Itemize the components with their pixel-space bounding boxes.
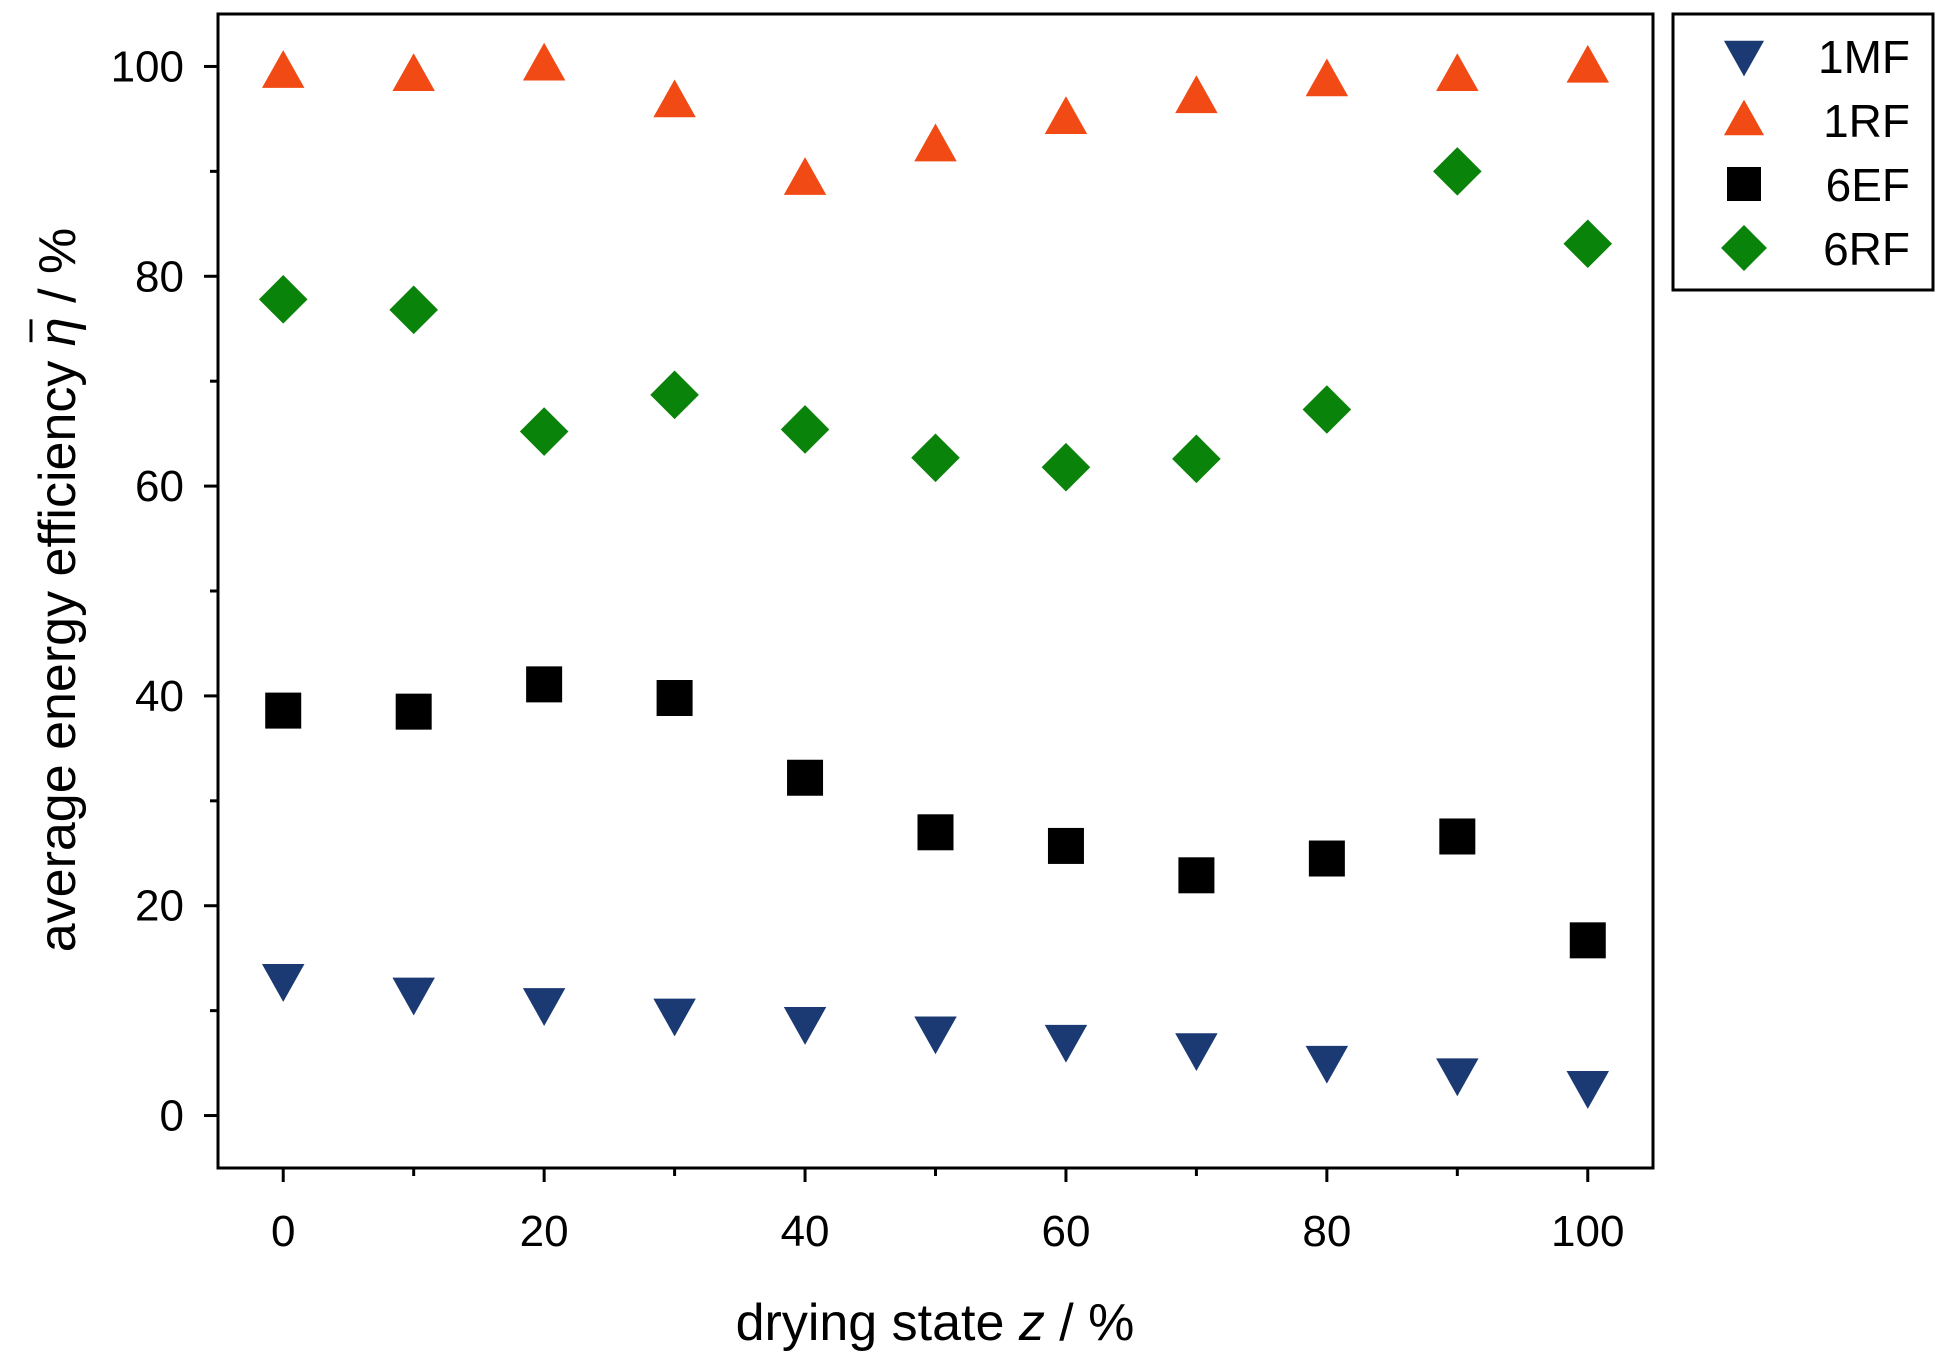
x-axis-title-prefix: drying state: [736, 1294, 1019, 1352]
data-point-1MF: [783, 1007, 827, 1045]
data-point-6RF: [1433, 147, 1482, 196]
y-tick-label: 80: [135, 252, 184, 301]
data-point-1RF: [653, 79, 696, 118]
data-point-6EF: [1569, 922, 1606, 959]
data-markers: [258, 42, 1613, 1109]
data-point-1RF: [261, 50, 305, 88]
data-point-6RF: [650, 370, 699, 420]
legend-marker-6EF: [1727, 167, 1761, 201]
data-point-6EF: [917, 814, 954, 851]
y-axis-title-group: average energy efficiency η / %: [29, 228, 87, 953]
legend-label-1RF: 1RF: [1823, 95, 1910, 147]
x-axis-title-variable: z: [1018, 1294, 1045, 1352]
y-axis-title-variable: η: [29, 317, 87, 346]
x-axis-ticks: 0 20 40 60 80 100: [271, 1168, 1624, 1256]
y-tick-label: 60: [135, 462, 184, 511]
data-point-6RF: [911, 433, 960, 483]
data-point-1MF: [1566, 1071, 1610, 1109]
data-point-1MF: [261, 964, 305, 1002]
data-point-6RF: [258, 275, 308, 324]
data-point-6RF: [1172, 434, 1221, 484]
data-point-6RF: [389, 285, 438, 335]
data-point-6EF: [1439, 818, 1476, 855]
data-point-6EF: [656, 680, 693, 717]
data-point-6EF: [395, 693, 432, 730]
data-point-6RF: [1302, 385, 1352, 434]
legend-label-1MF: 1MF: [1818, 31, 1910, 83]
data-point-1MF: [1436, 1058, 1479, 1097]
data-point-1RF: [1175, 75, 1218, 114]
x-tick-label: 20: [520, 1207, 569, 1256]
legend-marker-1MF: [1723, 40, 1765, 77]
legend-marker-1RF: [1723, 99, 1765, 136]
legend-label-6RF: 6RF: [1823, 223, 1910, 275]
legend-items: 1MF 1RF 6EF 6RF: [1721, 31, 1910, 275]
series-1MF: [261, 964, 1610, 1109]
y-tick-label: 20: [135, 882, 184, 931]
x-axis-title: drying state z / %: [736, 1294, 1135, 1352]
data-point-6RF: [519, 407, 569, 456]
y-axis-title-unit: / %: [29, 228, 87, 318]
legend-frame: [1671, 12, 1935, 292]
data-point-1RF: [914, 123, 957, 162]
data-point-6RF: [780, 405, 830, 454]
data-point-1RF: [1044, 96, 1088, 135]
data-point-1RF: [783, 157, 827, 195]
data-point-1MF: [1044, 1024, 1088, 1063]
legend: 1MF 1RF 6EF 6RF: [1671, 12, 1935, 292]
data-point-1MF: [914, 1016, 957, 1055]
data-point-1RF: [392, 53, 435, 92]
legend-item-6RF: 6RF: [1721, 223, 1910, 275]
data-point-6EF: [265, 692, 302, 729]
legend-item-1MF: 1MF: [1723, 31, 1910, 83]
data-point-6RF: [1563, 219, 1613, 269]
y-axis-title-prefix: average energy efficiency: [29, 346, 87, 952]
data-point-6EF: [526, 666, 563, 703]
data-point-6EF: [1047, 827, 1084, 864]
data-point-1MF: [653, 998, 696, 1037]
series-6EF: [265, 666, 1606, 959]
data-point-1RF: [522, 42, 566, 81]
x-tick-label: 60: [1041, 1207, 1090, 1256]
y-tick-label: 40: [135, 672, 184, 721]
x-tick-label: 80: [1302, 1207, 1351, 1256]
data-point-6EF: [1178, 857, 1215, 894]
data-point-1RF: [1566, 44, 1610, 83]
legend-item-1RF: 1RF: [1723, 95, 1910, 147]
data-point-1RF: [1305, 58, 1349, 97]
data-point-1MF: [522, 988, 566, 1026]
data-point-1RF: [1436, 53, 1479, 92]
y-tick-label: 0: [160, 1092, 184, 1141]
data-point-6EF: [787, 759, 824, 796]
data-point-1MF: [1175, 1033, 1218, 1072]
legend-item-6EF: 6EF: [1727, 159, 1910, 211]
data-point-6RF: [1041, 442, 1091, 492]
data-point-1MF: [392, 977, 435, 1016]
x-tick-label: 40: [781, 1207, 830, 1256]
x-axis-title-unit: / %: [1045, 1294, 1135, 1352]
legend-marker-6RF: [1721, 225, 1767, 271]
data-point-1MF: [1305, 1045, 1349, 1084]
legend-label-6EF: 6EF: [1826, 159, 1910, 211]
y-axis-ticks: 0 20 40 60 80 100: [111, 42, 218, 1141]
y-tick-label: 100: [111, 42, 184, 91]
series-6RF: [258, 147, 1613, 492]
data-point-6EF: [1308, 840, 1345, 877]
x-tick-label: 0: [271, 1207, 295, 1256]
x-tick-label: 100: [1551, 1207, 1624, 1256]
y-axis-title: average energy efficiency η / %: [29, 228, 87, 953]
series-1RF: [261, 42, 1610, 195]
